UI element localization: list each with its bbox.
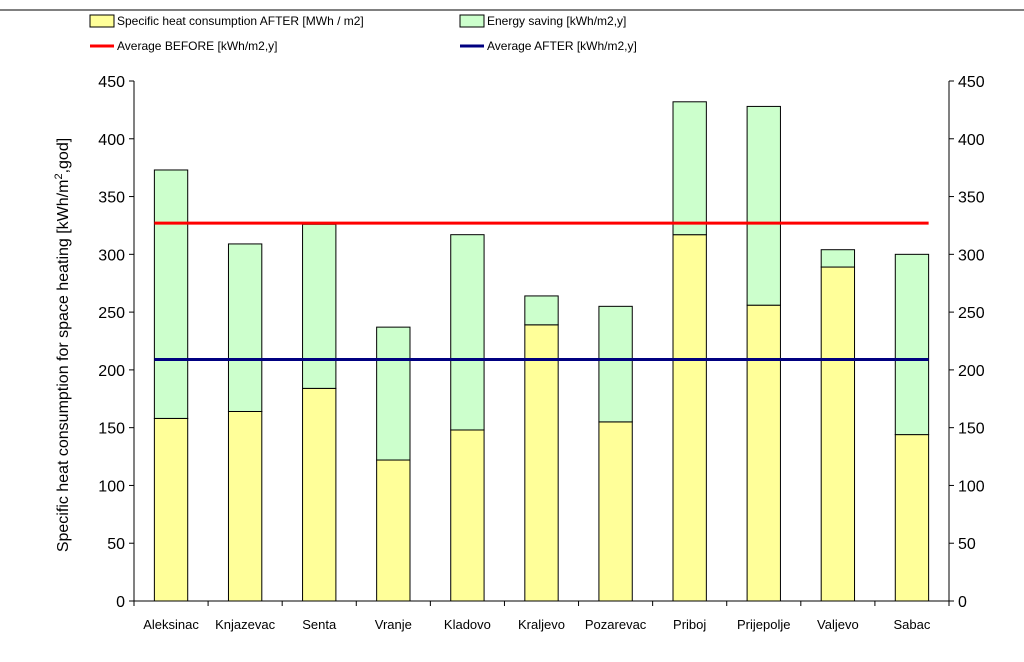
x-category-labels: Aleksinac Knjazevac Senta Vranje Kladovo Kral… bbox=[143, 617, 931, 632]
y-tick-label-right: 300 bbox=[958, 247, 985, 264]
y-tick-label-right: 100 bbox=[958, 478, 985, 495]
bar-saving-vranje bbox=[376, 326, 411, 461]
bar-saving-valjevo bbox=[820, 249, 856, 268]
legend-label-after: Specific heat consumption AFTER [MWh / m… bbox=[117, 14, 364, 28]
y-tick-label-right: 250 bbox=[958, 305, 985, 322]
y-tick-label-left: 300 bbox=[98, 247, 125, 264]
y-tick-label-right: 350 bbox=[958, 190, 985, 207]
legend-label-before: Average BEFORE [kWh/m2,y] bbox=[117, 39, 278, 53]
legend-swatch-saving bbox=[459, 14, 485, 28]
y-tick-label-left: 0 bbox=[116, 594, 125, 611]
bar-saving-sabac bbox=[894, 253, 930, 436]
bar-saving-prijepolje bbox=[746, 105, 781, 306]
x-category-label: Prijepolje bbox=[737, 617, 790, 632]
y-tick-label-right: 200 bbox=[958, 363, 985, 380]
bar-after-knjazevac bbox=[227, 410, 263, 602]
x-category-label: Vranje bbox=[375, 617, 412, 632]
bar-after-prijepolje bbox=[746, 304, 781, 602]
y-tick-label-right: 0 bbox=[958, 594, 967, 611]
bar-after-vranje bbox=[376, 459, 411, 602]
bar-saving-knjazevac bbox=[227, 243, 263, 412]
legend-swatch-after bbox=[89, 14, 115, 28]
legend-label-avg-after: Average AFTER [kWh/m2,y] bbox=[487, 39, 637, 53]
x-category-label: Kladovo bbox=[444, 617, 491, 632]
bar-after-pozarevac bbox=[598, 421, 633, 602]
bar-after-senta bbox=[302, 387, 337, 602]
y-tick-labels-left: 0 50 100 150 200 250 300 350 400 450 bbox=[98, 74, 125, 611]
bar-saving-aleksinac bbox=[153, 169, 189, 419]
y-tick-label-right: 400 bbox=[958, 132, 985, 149]
y-tick-label-left: 50 bbox=[107, 536, 125, 553]
bar-after-aleksinac bbox=[153, 417, 189, 602]
y-tick-label-left: 250 bbox=[98, 305, 125, 322]
bar-after-priboj bbox=[672, 234, 707, 602]
y-tick-label-right: 450 bbox=[958, 74, 985, 91]
x-category-label: Kraljevo bbox=[518, 617, 565, 632]
y-tick-label-right: 50 bbox=[958, 536, 976, 553]
y-tick-label-left: 150 bbox=[98, 421, 125, 438]
y-tick-label-left: 200 bbox=[98, 363, 125, 380]
bar-after-sabac bbox=[894, 434, 930, 602]
y-tick-label-left: 100 bbox=[98, 478, 125, 495]
x-category-label: Aleksinac bbox=[143, 617, 199, 632]
x-category-label: Knjazevac bbox=[215, 617, 275, 632]
bar-after-kraljevo bbox=[524, 324, 559, 602]
bar-saving-kladovo bbox=[450, 234, 485, 431]
y-tick-label-left: 400 bbox=[98, 132, 125, 149]
bar-after-kladovo bbox=[450, 429, 485, 602]
bar-after-valjevo bbox=[820, 266, 856, 602]
y-tick-label-left: 450 bbox=[98, 74, 125, 91]
legend-label-saving: Energy saving [kWh/m2,y] bbox=[487, 14, 626, 28]
x-category-label: Valjevo bbox=[817, 617, 859, 632]
y-tick-labels-right: 0 50 100 150 200 250 300 350 400 450 bbox=[958, 74, 985, 611]
x-category-label: Priboj bbox=[673, 617, 706, 632]
average-lines bbox=[154, 221, 929, 361]
bar-saving-senta bbox=[302, 223, 337, 389]
y-axis-title: Specific heat consumption for space heat… bbox=[53, 138, 72, 552]
bar-saving-kraljevo bbox=[524, 295, 559, 326]
bar-saving-priboj bbox=[672, 101, 707, 236]
bar-saving-pozarevac bbox=[598, 305, 633, 423]
bars bbox=[153, 101, 930, 602]
x-category-label: Senta bbox=[302, 617, 337, 632]
x-category-label: Sabac bbox=[894, 617, 931, 632]
legend: Specific heat consumption AFTER [MWh / m… bbox=[89, 14, 637, 53]
x-category-label: Pozarevac bbox=[585, 617, 647, 632]
y-tick-label-right: 150 bbox=[958, 421, 985, 438]
y-tick-label-left: 350 bbox=[98, 190, 125, 207]
